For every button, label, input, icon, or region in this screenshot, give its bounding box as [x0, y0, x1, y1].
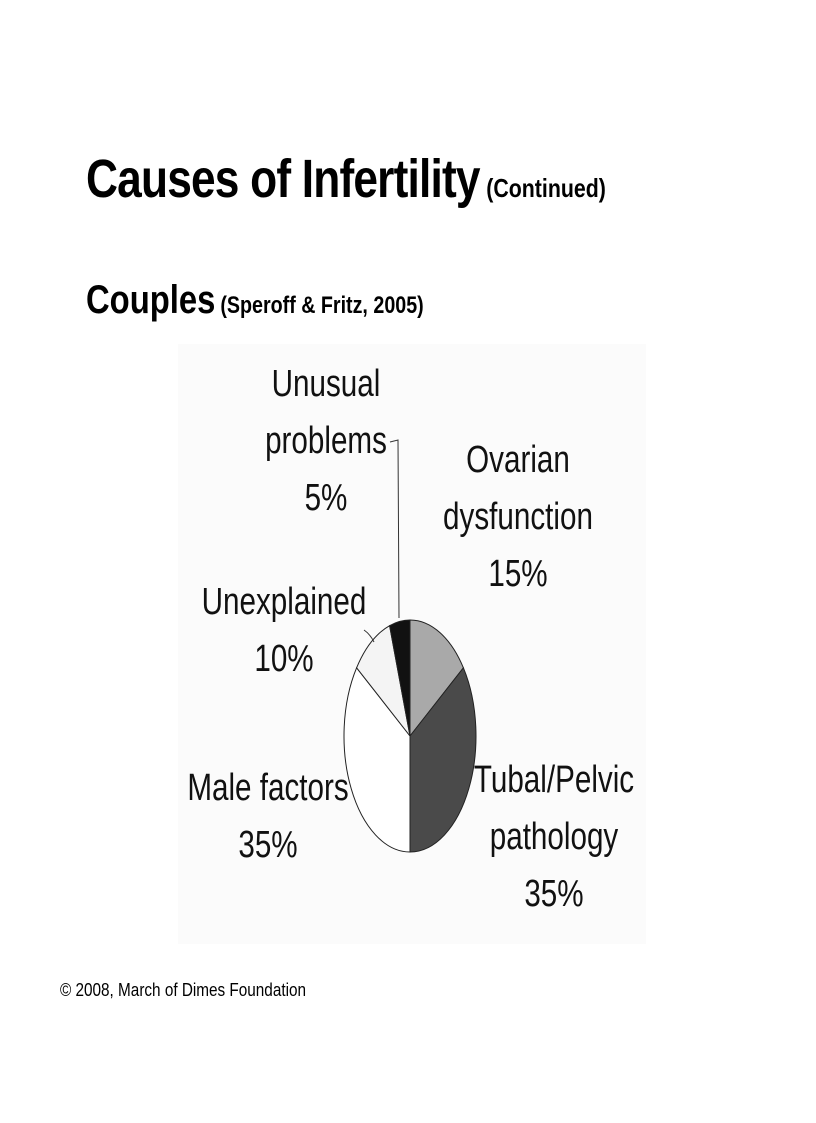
slice-label: Unexplained 10%	[202, 581, 367, 680]
title-suffix: (Continued)	[486, 173, 606, 203]
slice-label: Male factors 35%	[187, 767, 348, 866]
page-subtitle: Couples (Speroff & Fritz, 2005)	[86, 278, 424, 323]
title-text: Causes of Infertility	[86, 149, 481, 209]
leader-line	[363, 629, 375, 643]
subtitle-text: Couples	[86, 278, 216, 322]
slice-name-label: problems	[265, 420, 387, 462]
pie-chart-container: Ovarian dysfunction 15% Tubal/Pelvic patholo…	[178, 344, 646, 944]
slice-name-label: Ovarian	[466, 439, 570, 481]
slice-value-label: 35%	[238, 824, 297, 866]
slice-value-label: 35%	[524, 873, 583, 915]
page-title: Causes of Infertility (Continued)	[86, 148, 606, 210]
pie-chart: Ovarian dysfunction 15% Tubal/Pelvic patholo…	[187, 363, 634, 915]
slice-value-label: 10%	[254, 638, 313, 680]
pie-slice	[343, 666, 411, 853]
pie-slice	[409, 666, 477, 853]
slice-value-label: 5%	[305, 477, 348, 519]
pie-slice	[409, 619, 464, 738]
slice-value-label: 15%	[488, 553, 547, 595]
slice-name-label: Unexplained	[202, 581, 367, 623]
leader-line	[389, 439, 400, 619]
slice-label: Unusual problems 5%	[265, 363, 387, 519]
slice-label: Ovarian dysfunction 15%	[443, 439, 593, 595]
pie-slice	[356, 624, 411, 737]
slice-name-label: Tubal/Pelvic	[474, 759, 634, 801]
slice-name-label: Male factors	[187, 767, 348, 809]
pie-slice	[389, 619, 411, 737]
slice-name-label: dysfunction	[443, 496, 593, 538]
slice-name-label: Unusual	[272, 363, 381, 405]
copyright-footer: © 2008, March of Dimes Foundation	[60, 980, 306, 1000]
slice-label: Tubal/Pelvic pathology 35%	[474, 759, 634, 915]
subtitle-citation: (Speroff & Fritz, 2005)	[220, 292, 424, 319]
slice-name-label: pathology	[490, 816, 618, 858]
